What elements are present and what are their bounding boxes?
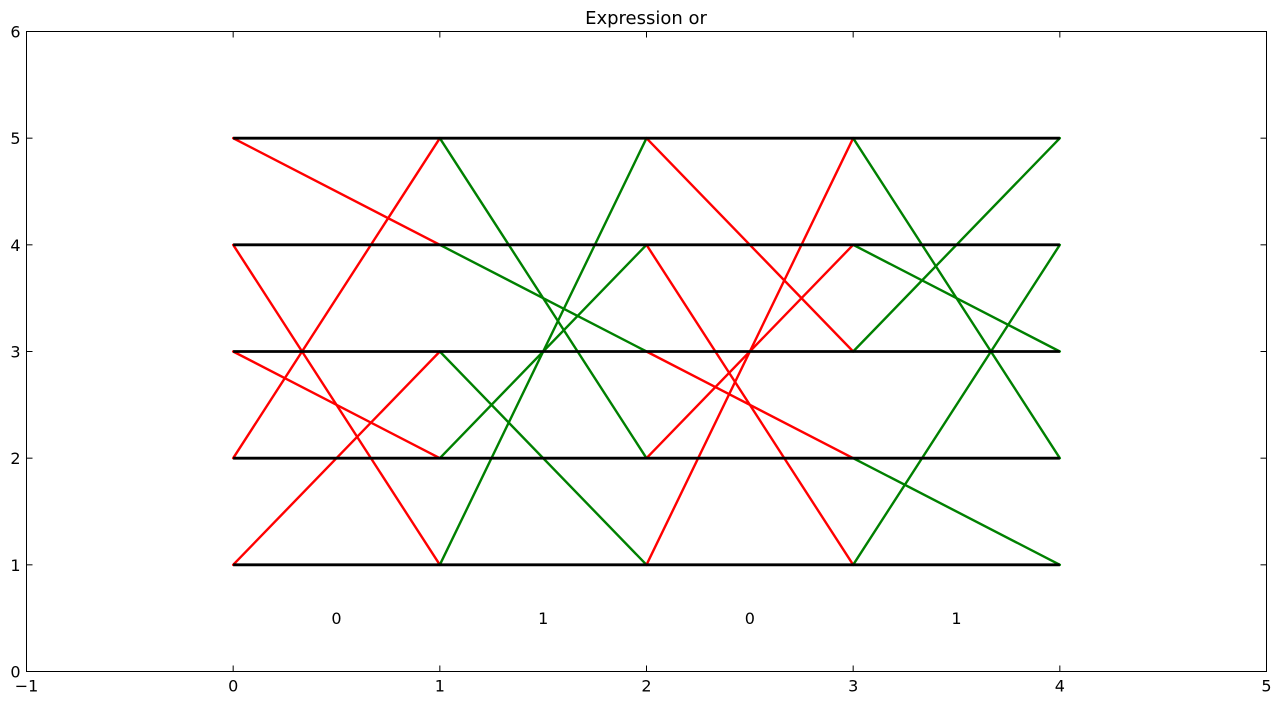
x-tick-label-4: 3 <box>848 677 858 696</box>
x-tick-label-6: 5 <box>1261 677 1271 696</box>
segment-red-4 <box>231 136 442 247</box>
segment-red-1 <box>231 136 442 460</box>
axis-ticks <box>26 31 1267 672</box>
segment-green-15 <box>851 243 1062 567</box>
y-tick-label-2: 2 <box>10 449 20 468</box>
segment-red-13 <box>645 243 855 567</box>
y-tick-label-5: 5 <box>10 129 20 148</box>
x-tick-label-0: −1 <box>15 677 39 696</box>
segment-red-3 <box>231 243 442 567</box>
plot-area <box>231 136 1062 567</box>
segment-green-16 <box>851 456 1062 567</box>
x-tick-label-2: 1 <box>435 677 445 696</box>
annotation-2: 0 <box>745 609 755 628</box>
x-tick-label-1: 0 <box>228 677 238 696</box>
y-tick-label-0: 0 <box>10 663 20 682</box>
x-tick-label-5: 4 <box>1055 677 1065 696</box>
annotation-0: 0 <box>331 609 341 628</box>
chart-title: Expression or <box>585 8 707 29</box>
y-tick-label-6: 6 <box>10 23 20 42</box>
annotation-1: 1 <box>538 609 548 628</box>
y-tick-label-1: 1 <box>10 556 20 575</box>
x-tick-label-3: 2 <box>641 677 651 696</box>
segment-green-9 <box>438 136 648 460</box>
segment-green-19 <box>851 136 1062 460</box>
y-tick-label-3: 3 <box>10 343 20 362</box>
annotation-3: 1 <box>951 609 961 628</box>
y-tick-label-4: 4 <box>10 236 20 255</box>
annotations: 0 1 0 1 <box>331 609 961 628</box>
